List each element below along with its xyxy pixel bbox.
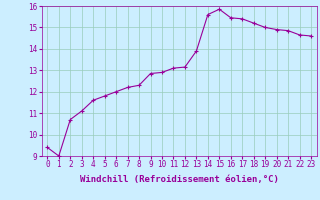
X-axis label: Windchill (Refroidissement éolien,°C): Windchill (Refroidissement éolien,°C)	[80, 175, 279, 184]
